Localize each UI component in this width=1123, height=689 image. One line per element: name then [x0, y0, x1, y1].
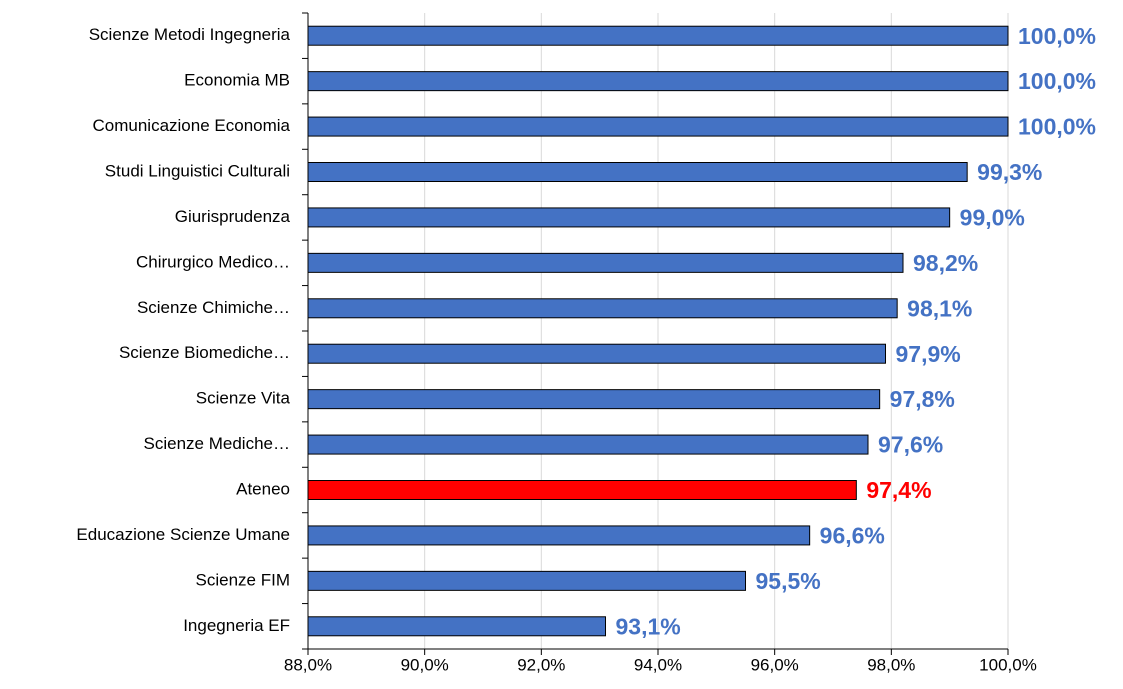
y-tick-label: Scienze Biomediche… [119, 343, 290, 362]
x-tick-label: 92,0% [517, 655, 565, 674]
y-tick-label: Scienze Mediche… [144, 434, 290, 453]
bar [307, 616, 606, 637]
bar [307, 25, 1009, 46]
value-label: 95,5% [756, 568, 821, 594]
x-tick-label: 90,0% [401, 655, 449, 674]
y-tick-label: Comunicazione Economia [93, 116, 291, 135]
bar [307, 162, 968, 182]
bar [307, 389, 881, 410]
value-label: 100,0% [1018, 114, 1096, 140]
bar [307, 252, 904, 273]
bar [307, 298, 898, 319]
value-label: 98,1% [907, 295, 972, 321]
y-tick-label: Educazione Scienze Umane [76, 525, 290, 544]
value-label: 97,6% [878, 432, 943, 458]
y-tick-label: Scienze Vita [196, 389, 291, 408]
bar [307, 480, 857, 500]
y-tick-label: Scienze Chimiche… [137, 298, 290, 317]
y-tick-label: Chirurgico Medico… [136, 252, 290, 271]
value-label: 97,9% [896, 341, 961, 367]
value-label: 100,0% [1018, 23, 1096, 49]
bar [307, 343, 886, 364]
bar [307, 116, 1009, 137]
y-tick-label: Scienze Metodi Ingegneria [89, 25, 291, 44]
value-label: 93,1% [616, 613, 681, 639]
bar [307, 434, 869, 455]
x-tick-label: 100,0% [979, 655, 1037, 674]
value-label: 99,3% [977, 159, 1042, 185]
value-label: 97,8% [890, 386, 955, 412]
y-tick-label: Economia MB [184, 71, 290, 90]
y-tick-label: Ateneo [236, 479, 290, 498]
y-tick-label: Scienze FIM [196, 570, 290, 589]
value-label: 98,2% [913, 250, 978, 276]
bar [307, 570, 746, 591]
bar [307, 525, 811, 546]
y-tick-label: Studi Linguistici Culturali [105, 161, 290, 180]
x-tick-label: 88,0% [284, 655, 332, 674]
y-tick-label: Ingegneria EF [183, 616, 290, 635]
value-label: 99,0% [960, 205, 1025, 231]
bar [307, 207, 951, 228]
x-tick-label: 94,0% [634, 655, 682, 674]
y-tick-label: Giurisprudenza [175, 207, 291, 226]
bar [307, 71, 1009, 92]
x-tick-label: 98,0% [867, 655, 915, 674]
x-tick-label: 96,0% [751, 655, 799, 674]
value-label: 96,6% [820, 523, 885, 549]
value-label: 100,0% [1018, 68, 1096, 94]
value-label: 97,4% [866, 477, 931, 503]
